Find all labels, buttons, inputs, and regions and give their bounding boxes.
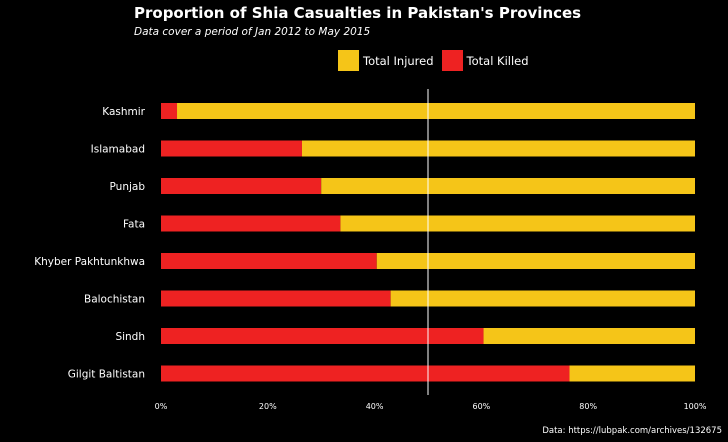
bar-total-killed-khyber-pakhtunkhwa: [161, 253, 377, 269]
x-tick-label-4: 80%: [579, 402, 597, 411]
x-tick-label-1: 20%: [259, 402, 277, 411]
x-tick-label-5: 100%: [684, 402, 707, 411]
bar-total-killed-balochistan: [161, 290, 391, 307]
category-label-punjab: Punjab: [110, 181, 146, 193]
bar-total-injured-islamabad: [301, 140, 695, 157]
bar-total-killed-sindh: [161, 328, 484, 344]
x-tick-label-2: 40%: [366, 402, 384, 411]
bar-total-injured-gilgit-baltistan: [569, 365, 695, 382]
bar-total-killed-punjab: [161, 178, 322, 194]
bar-total-injured-balochistan: [390, 290, 695, 307]
x-tick-label-0: 0%: [155, 402, 168, 411]
legend-item-injured: Total Injured: [338, 50, 434, 71]
x-tick-label-3: 60%: [473, 402, 491, 411]
bar-total-injured-kashmir: [177, 103, 695, 119]
bar-total-injured-fata: [340, 215, 695, 232]
category-label-sindh: Sindh: [115, 331, 145, 343]
bar-total-injured-sindh: [483, 328, 695, 344]
category-label-gilgit-baltistan: Gilgit Baltistan: [68, 369, 145, 381]
bar-total-injured-punjab: [321, 178, 695, 194]
legend-swatch-killed: [441, 50, 463, 71]
chart-title: Proportion of Shia Casualties in Pakista…: [134, 4, 582, 22]
legend-item-killed: Total Killed: [441, 50, 529, 71]
legend-swatch-injured: [338, 50, 359, 71]
legend-label-killed: Total Killed: [466, 53, 529, 68]
bar-total-injured-khyber-pakhtunkhwa: [376, 253, 695, 269]
chart-subtitle: Data cover a period of Jan 2012 to May 2…: [134, 26, 371, 38]
category-label-kashmir: Kashmir: [102, 106, 145, 118]
bar-total-killed-fata: [161, 215, 341, 232]
source-note: Data: https://lubpak.com/archives/132675: [542, 426, 722, 436]
bar-total-killed-gilgit-baltistan: [161, 365, 570, 382]
legend: Total Injured Total Killed: [338, 50, 537, 71]
bar-total-killed-kashmir: [161, 103, 178, 119]
category-label-fata: Fata: [123, 219, 145, 231]
bar-total-killed-islamabad: [161, 140, 302, 157]
legend-label-injured: Total Injured: [363, 53, 434, 68]
category-label-balochistan: Balochistan: [84, 294, 145, 306]
category-label-khyber-pakhtunkhwa: Khyber Pakhtunkhwa: [34, 256, 145, 268]
category-label-islamabad: Islamabad: [91, 144, 145, 156]
